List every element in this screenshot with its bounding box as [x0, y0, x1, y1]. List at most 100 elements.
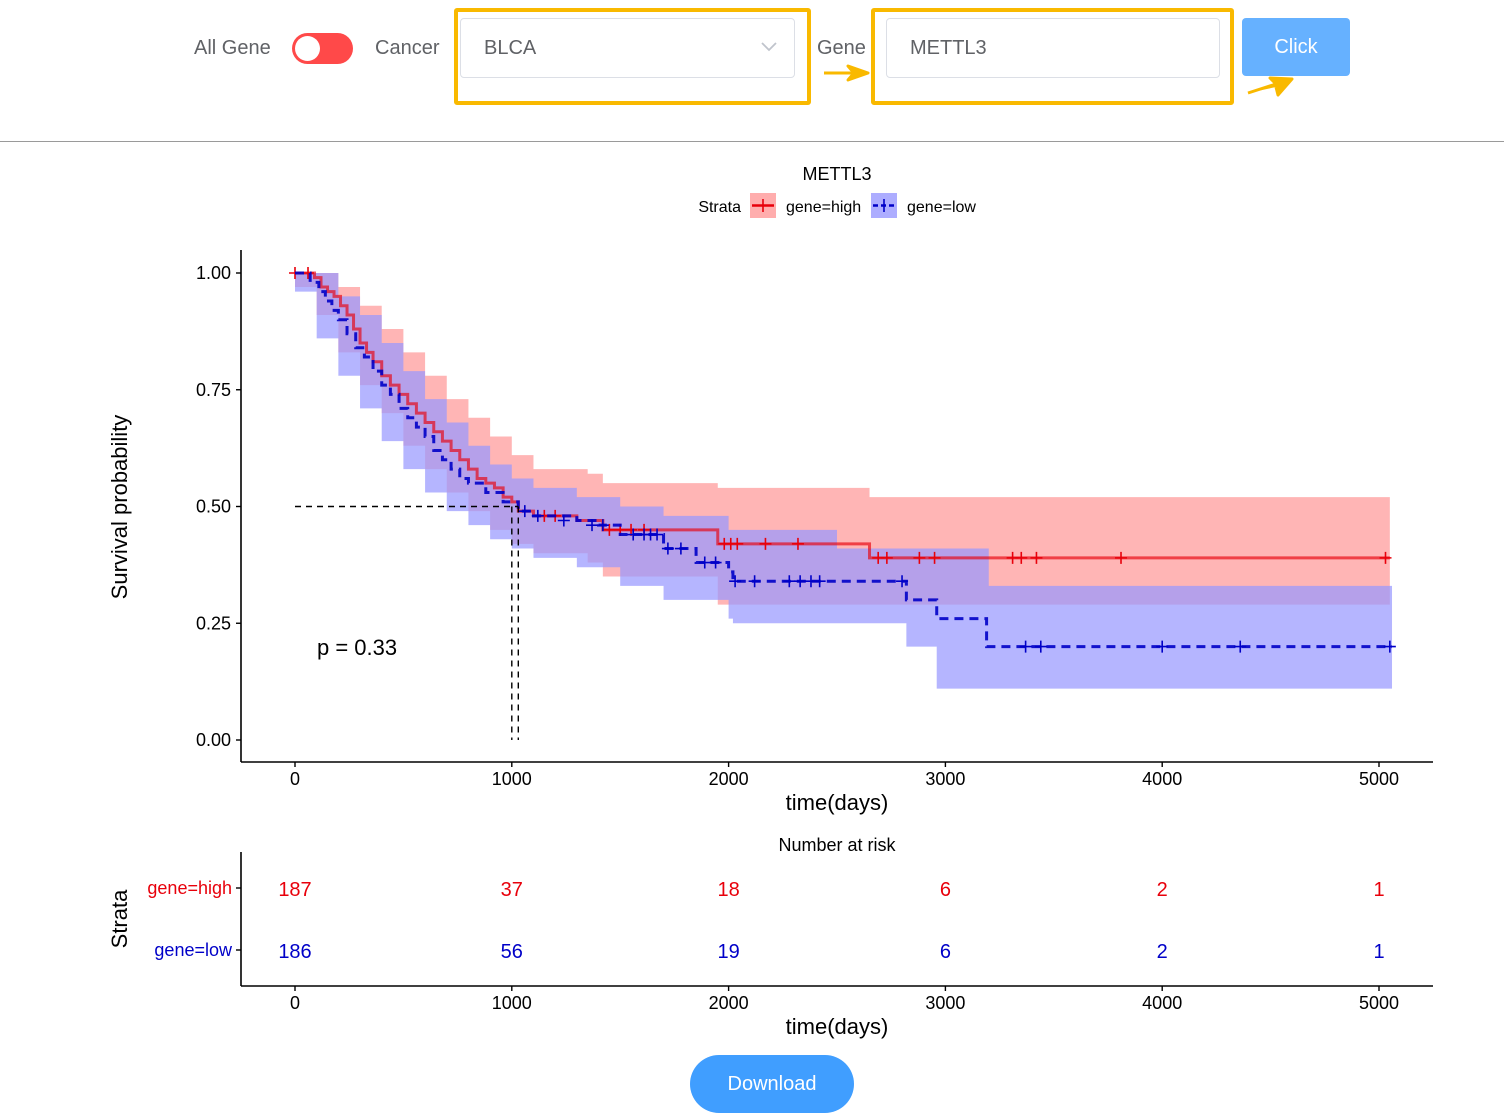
arrow-icon — [1247, 76, 1294, 97]
x-tick-label: 3000 — [925, 769, 965, 789]
cancer-highlight-box — [454, 8, 811, 105]
risk-count-high: 18 — [717, 879, 739, 901]
censor-mark-high — [731, 537, 744, 550]
censor-mark-low — [896, 575, 909, 588]
cancer-select-value: BLCA — [484, 37, 537, 59]
cancer-label: Cancer — [375, 37, 440, 59]
risk-count-high: 1 — [1373, 879, 1384, 901]
risk-count-low: 1 — [1373, 941, 1384, 963]
p-value-annotation: p = 0.33 — [317, 635, 397, 660]
all-gene-toggle[interactable] — [292, 33, 353, 64]
legend-label-high: gene=high — [786, 199, 861, 216]
censor-mark-high — [1115, 551, 1128, 564]
censor-mark-low — [698, 556, 711, 569]
gene-highlight-box — [871, 8, 1234, 105]
risk-count-low: 6 — [940, 941, 951, 963]
censor-mark-low — [596, 519, 609, 532]
censor-mark-low — [1156, 640, 1169, 653]
download-button[interactable]: Download — [690, 1055, 854, 1113]
chart-title: METTL3 — [802, 164, 871, 184]
risk-x-axis-label: time(days) — [786, 1014, 889, 1039]
x-tick-label: 2000 — [709, 769, 749, 789]
x-tick-label: 4000 — [1142, 769, 1182, 789]
censor-mark-high — [791, 537, 804, 550]
risk-x-tick-label: 5000 — [1359, 993, 1399, 1013]
censor-mark-high — [928, 551, 941, 564]
survival-chart: 0.00 0.25 0.50 0.75 1.00 0 1000 2000 3000 4000 500… — [107, 164, 1433, 1039]
y-tick-label: 0.75 — [196, 380, 231, 400]
censor-mark-low — [1383, 640, 1396, 653]
search-toolbar: All Gene Cancer BLCA Gene METTL3 Click — [0, 0, 1504, 142]
y-tick-label: 1.00 — [196, 263, 231, 283]
censor-mark-low — [709, 556, 722, 569]
x-tick-label: 5000 — [1359, 769, 1399, 789]
censor-mark-high — [603, 523, 616, 536]
y-axis-label: Survival probability — [107, 415, 132, 600]
all-gene-label: All Gene — [194, 37, 271, 59]
risk-x-tick-label: 1000 — [492, 993, 532, 1013]
censor-mark-low — [729, 575, 742, 588]
censor-mark-high — [1030, 551, 1043, 564]
risk-count-low: 2 — [1157, 941, 1168, 963]
band-low — [295, 273, 1393, 689]
risk-count-low: 56 — [501, 941, 523, 963]
risk-x-tick-label: 0 — [290, 993, 300, 1013]
chevron-down-icon[interactable] — [760, 40, 778, 52]
curve-low — [295, 271, 1393, 649]
risk-row-label-high: gene=high — [147, 878, 232, 898]
censor-mark-low — [783, 575, 796, 588]
x-tick-label: 0 — [290, 769, 300, 789]
censor-mark-low — [1034, 640, 1047, 653]
censor-mark-low — [661, 542, 674, 555]
censor-mark-low — [1234, 640, 1247, 653]
cancer-select[interactable]: BLCA — [460, 18, 795, 78]
censor-mark-high — [759, 537, 772, 550]
y-tick-label: 0.50 — [196, 497, 231, 517]
risk-count-low: 19 — [717, 941, 739, 963]
censor-mark-low — [813, 575, 826, 588]
risk-table-title: Number at risk — [778, 835, 896, 855]
x-axis-label: time(days) — [786, 790, 889, 815]
confidence-bands — [295, 273, 1393, 689]
censor-mark-high — [302, 267, 315, 279]
gene-input-value[interactable]: METTL3 — [910, 37, 987, 59]
risk-y-axis-label: Strata — [107, 889, 132, 948]
censor-mark-low — [651, 528, 664, 541]
gene-label: Gene — [817, 37, 866, 59]
risk-count-low: 186 — [278, 941, 311, 963]
censor-mark-low — [518, 505, 531, 518]
risk-count-high: 2 — [1157, 879, 1168, 901]
legend-label-low: gene=low — [907, 199, 976, 216]
censor-mark-high — [1015, 551, 1028, 564]
censor-mark-low — [794, 575, 807, 588]
risk-x-tick-label: 2000 — [709, 993, 749, 1013]
censor-mark-low — [1019, 640, 1032, 653]
censor-mark-low — [674, 542, 687, 555]
risk-count-high: 187 — [278, 879, 311, 901]
risk-count-high: 37 — [501, 879, 523, 901]
gene-input[interactable]: METTL3 — [886, 18, 1220, 78]
y-tick-label: 0.00 — [196, 730, 231, 750]
median-lines — [295, 505, 520, 740]
censor-mark-low — [531, 509, 544, 522]
risk-count-high: 6 — [940, 879, 951, 901]
risk-row-label-low: gene=low — [154, 940, 233, 960]
censor-mark-low — [586, 519, 599, 532]
censor-mark-low — [627, 528, 640, 541]
legend-title: Strata — [698, 199, 741, 216]
plot-axes: 0.00 0.25 0.50 0.75 1.00 0 1000 2000 3000 4000 500… — [107, 250, 1433, 815]
risk-x-tick-label: 3000 — [925, 993, 965, 1013]
censor-mark-high — [913, 551, 926, 564]
survival-curves — [289, 267, 1396, 653]
risk-x-tick-label: 4000 — [1142, 993, 1182, 1013]
toggle-knob[interactable] — [295, 36, 320, 61]
censor-mark-low — [748, 575, 761, 588]
y-tick-label: 0.25 — [196, 613, 231, 633]
legend: METTL3 Strata gene=high gene=low — [698, 164, 976, 218]
arrow-icon — [824, 64, 870, 82]
censor-mark-high — [880, 551, 893, 564]
x-tick-label: 1000 — [492, 769, 532, 789]
click-button[interactable]: Click — [1242, 18, 1350, 76]
censor-mark-low — [557, 514, 570, 527]
